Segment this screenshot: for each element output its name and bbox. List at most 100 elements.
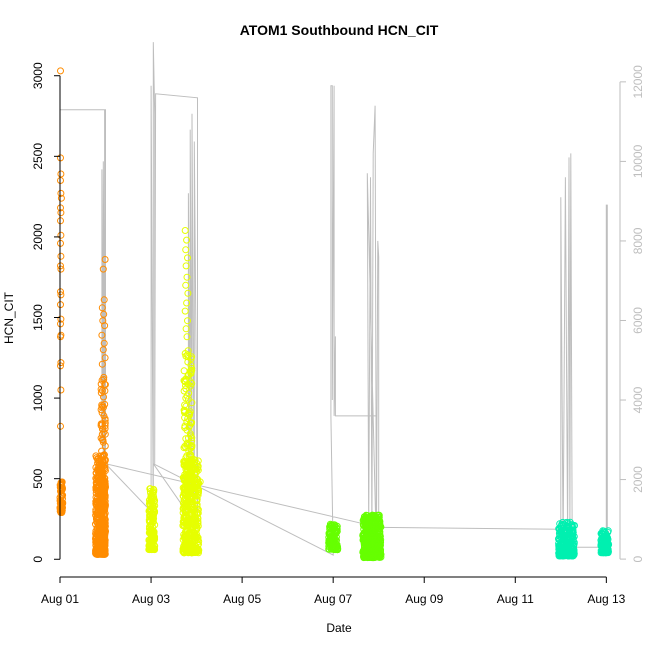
- data-point: [147, 546, 155, 553]
- data-point: [101, 322, 109, 330]
- data-point: [101, 422, 109, 430]
- data-point: [101, 400, 109, 408]
- data-point: [369, 534, 377, 541]
- data-point: [599, 541, 607, 549]
- point-series-2: [145, 227, 204, 557]
- data-point: [183, 531, 191, 539]
- data-point: [147, 529, 155, 537]
- data-point: [57, 170, 65, 178]
- data-point: [182, 281, 190, 289]
- y-tick-label-right: 4000: [631, 386, 645, 413]
- data-point: [100, 296, 108, 304]
- data-point: [180, 444, 188, 452]
- data-point: [57, 505, 65, 513]
- data-point: [359, 536, 367, 544]
- data-point: [599, 527, 607, 535]
- data-point: [97, 380, 105, 388]
- point-series-1: [56, 67, 109, 558]
- data-point: [366, 542, 374, 550]
- data-point: [188, 547, 196, 555]
- data-point: [97, 385, 105, 393]
- data-point: [375, 520, 383, 528]
- data-point: [150, 485, 158, 493]
- data-point: [560, 531, 568, 539]
- data-point: [97, 486, 105, 493]
- y-tick-label-left: 2500: [31, 143, 45, 170]
- data-point: [94, 508, 102, 516]
- data-point: [183, 299, 191, 307]
- data-point: [180, 406, 188, 414]
- x-tick-label: Aug 05: [223, 592, 261, 606]
- data-point: [183, 333, 191, 341]
- secondary-series-line: [59, 42, 610, 556]
- y-axis-label: HCN_CIT: [2, 291, 16, 344]
- data-point: [188, 364, 196, 372]
- data-point: [180, 377, 188, 385]
- data-point: [558, 524, 566, 532]
- data-point: [100, 506, 108, 514]
- data-point: [183, 462, 191, 470]
- data-point: [568, 550, 576, 558]
- x-tick-label: Aug 01: [41, 592, 79, 606]
- data-point: [565, 543, 573, 551]
- data-point: [184, 317, 191, 325]
- data-point: [182, 382, 189, 390]
- data-point: [569, 539, 577, 547]
- data-point: [180, 485, 188, 493]
- y-tick-label-left: 2000: [31, 223, 45, 250]
- y-tick-label-right: 6000: [631, 307, 645, 334]
- data-point: [556, 543, 564, 551]
- data-point: [98, 473, 106, 481]
- data-point: [190, 503, 198, 511]
- data-point: [183, 418, 191, 426]
- data-point: [182, 246, 190, 254]
- data-point: [372, 514, 380, 522]
- data-point: [364, 535, 372, 542]
- y-tick-label-left: 3000: [31, 62, 45, 89]
- data-point: [182, 472, 190, 480]
- data-point: [58, 479, 66, 487]
- data-point: [99, 462, 107, 470]
- data-point: [555, 535, 563, 543]
- data-point: [184, 415, 192, 422]
- data-point: [188, 366, 196, 374]
- data-point: [99, 438, 107, 446]
- data-point: [184, 289, 192, 297]
- data-point: [183, 273, 191, 281]
- data-point: [57, 265, 65, 273]
- y-tick-label-left: 500: [31, 468, 45, 488]
- point-series-4: [555, 518, 613, 560]
- data-point: [100, 451, 108, 459]
- data-point: [557, 545, 565, 553]
- data-point: [57, 386, 65, 394]
- data-point: [375, 525, 383, 533]
- y-tick-label-left: 0: [31, 556, 45, 563]
- data-point: [57, 67, 64, 75]
- data-point: [330, 521, 338, 529]
- data-point: [101, 380, 109, 388]
- data-point: [371, 549, 379, 557]
- data-point: [99, 346, 107, 354]
- data-point: [101, 387, 109, 395]
- data-point: [57, 252, 65, 260]
- data-point: [180, 367, 188, 375]
- data-point: [100, 310, 108, 318]
- data-point: [187, 355, 195, 363]
- data-point: [182, 394, 190, 402]
- data-point: [604, 528, 612, 536]
- data-point: [569, 528, 577, 536]
- data-point: [182, 262, 190, 270]
- data-point: [603, 535, 611, 543]
- data-point: [101, 478, 109, 485]
- data-point: [101, 524, 109, 532]
- data-point: [183, 439, 191, 447]
- data-point: [57, 209, 65, 217]
- data-point: [57, 231, 65, 239]
- data-point: [187, 361, 195, 369]
- data-point: [181, 307, 189, 315]
- data-point: [98, 304, 106, 312]
- data-point: [149, 489, 157, 497]
- data-point: [184, 351, 192, 359]
- data-point: [181, 227, 189, 234]
- data-point: [365, 545, 373, 553]
